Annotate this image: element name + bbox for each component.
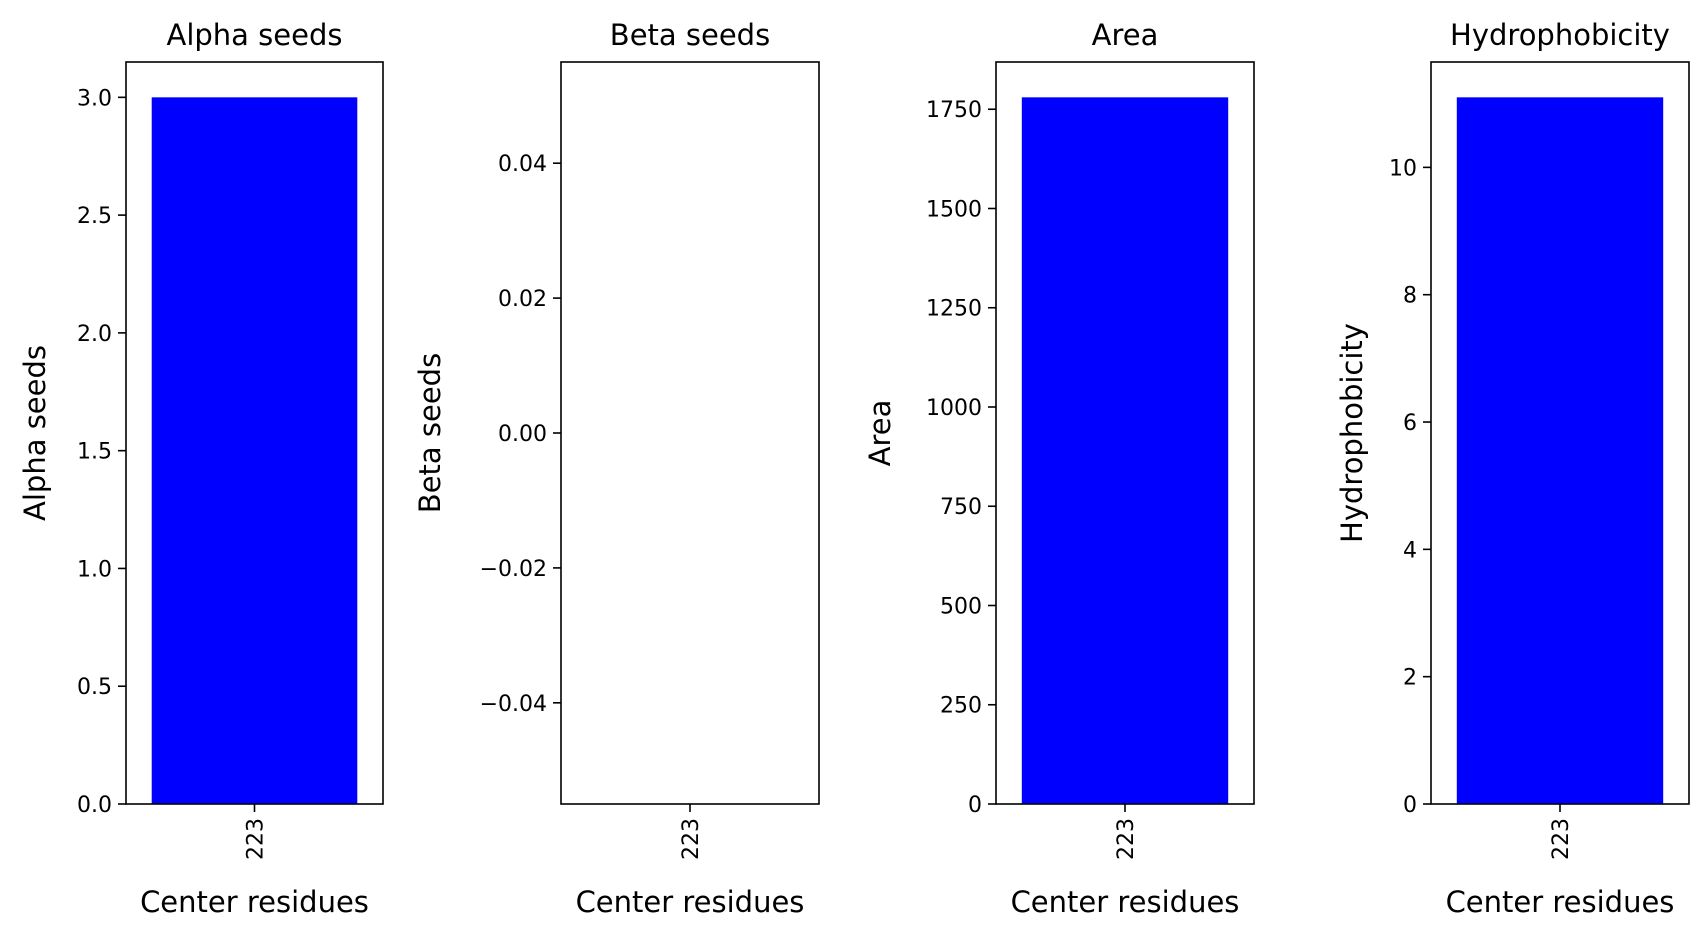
panel-title: Hydrophobicity bbox=[1450, 18, 1670, 52]
axes-frame bbox=[560, 61, 820, 805]
y-tick-label: −0.02 bbox=[480, 557, 547, 582]
panel-title: Beta seeds bbox=[610, 18, 770, 52]
bars-group bbox=[1456, 97, 1664, 805]
panel-area: Area Area Center residues 0 250 500 750 1000… bbox=[863, 18, 1255, 919]
panel-alpha-seeds: Alpha seeds Alpha seeds Center residues … bbox=[18, 18, 384, 919]
bars-group bbox=[1021, 97, 1229, 805]
y-tick-label: 2 bbox=[1403, 666, 1417, 691]
y-tick-label: 8 bbox=[1403, 284, 1417, 309]
x-axis-label: Center residues bbox=[140, 885, 369, 919]
y-tick-label: 1.0 bbox=[77, 557, 112, 582]
x-tick-label: 223 bbox=[1549, 818, 1574, 860]
y-tick-label: 0.04 bbox=[498, 152, 547, 177]
y-tick-label: 0.5 bbox=[77, 675, 112, 700]
y-axis-label: Area bbox=[863, 400, 897, 467]
y-tick-label: 0.0 bbox=[77, 793, 112, 818]
y-ticks-group: 0 2 4 6 8 10 bbox=[1389, 156, 1431, 818]
x-tick-label: 223 bbox=[679, 818, 704, 860]
axes-frame bbox=[1430, 61, 1690, 805]
y-tick-label: 0 bbox=[968, 793, 982, 818]
x-axis-label: Center residues bbox=[1011, 885, 1240, 919]
y-ticks-group: 0 250 500 750 1000 1250 1500 1750 bbox=[926, 98, 996, 818]
y-tick-label: 750 bbox=[940, 495, 982, 520]
y-tick-label: −0.04 bbox=[480, 692, 547, 717]
y-tick-label: 6 bbox=[1403, 411, 1417, 436]
y-tick-label: 250 bbox=[940, 694, 982, 719]
bar bbox=[1456, 97, 1664, 805]
axes-frame bbox=[125, 61, 384, 805]
y-tick-label: 1750 bbox=[926, 98, 982, 123]
y-tick-label: 500 bbox=[940, 594, 982, 619]
y-axis-label: Hydrophobicity bbox=[1335, 323, 1369, 543]
y-tick-label: 2.0 bbox=[77, 322, 112, 347]
y-tick-label: 2.5 bbox=[77, 204, 112, 229]
panel-beta-seeds: Beta seeds Beta seeds Center residues −0… bbox=[413, 18, 820, 919]
bars-group bbox=[151, 97, 358, 805]
bar bbox=[151, 97, 358, 805]
x-ticks-group: 223 bbox=[244, 804, 269, 860]
y-tick-label: 4 bbox=[1403, 538, 1417, 563]
y-tick-label: 0.00 bbox=[498, 422, 547, 447]
y-ticks-group: 0.0 0.5 1.0 1.5 2.0 2.5 3.0 bbox=[77, 86, 126, 818]
x-ticks-group: 223 bbox=[679, 804, 704, 860]
x-axis-label: Center residues bbox=[1446, 885, 1675, 919]
x-ticks-group: 223 bbox=[1549, 804, 1574, 860]
y-axis-label: Beta seeds bbox=[413, 353, 447, 513]
axes-frame bbox=[995, 61, 1255, 805]
x-axis-label: Center residues bbox=[576, 885, 805, 919]
x-tick-label: 223 bbox=[1114, 818, 1139, 860]
bar bbox=[1021, 97, 1229, 805]
y-tick-label: 1250 bbox=[926, 297, 982, 322]
y-tick-label: 10 bbox=[1389, 156, 1417, 181]
panel-hydrophobicity: Hydrophobicity Hydrophobicity Center res… bbox=[1335, 18, 1690, 919]
x-ticks-group: 223 bbox=[1114, 804, 1139, 860]
x-tick-label: 223 bbox=[244, 818, 269, 860]
y-tick-label: 1.5 bbox=[77, 440, 112, 465]
panel-title: Alpha seeds bbox=[167, 18, 343, 52]
y-ticks-group: −0.04 −0.02 0.00 0.02 0.04 bbox=[480, 152, 561, 717]
panel-title: Area bbox=[1092, 18, 1159, 52]
y-tick-label: 1500 bbox=[926, 197, 982, 222]
y-tick-label: 3.0 bbox=[77, 86, 112, 111]
y-tick-label: 0 bbox=[1403, 793, 1417, 818]
y-tick-label: 1000 bbox=[926, 396, 982, 421]
y-tick-label: 0.02 bbox=[498, 287, 547, 312]
y-axis-label: Alpha seeds bbox=[18, 345, 52, 521]
